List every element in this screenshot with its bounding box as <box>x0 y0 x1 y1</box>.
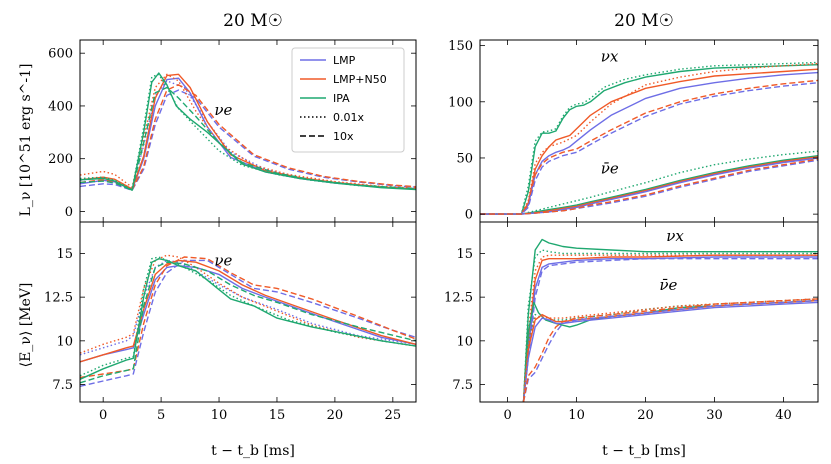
title-left: 20 M☉ <box>223 11 283 31</box>
series-lmp-n50-solid <box>522 254 818 402</box>
series-lmp-solid <box>522 301 818 402</box>
annotation-label: ν̄e <box>601 160 619 178</box>
series-group <box>480 61 818 215</box>
series-ipa-dotted <box>80 73 416 191</box>
series-ipa-solid <box>522 238 818 402</box>
ytick-label: 600 <box>48 47 73 62</box>
xtick-label: 15 <box>269 408 286 423</box>
series-ipa-solid <box>522 299 818 402</box>
annotation-label: νe <box>214 252 232 270</box>
ytick-label: 150 <box>448 39 473 54</box>
series-lmp-dashed <box>80 259 416 387</box>
ylabel-bottom: ⟨E_ν⟩ [MeV] <box>18 283 34 368</box>
series-ipa-dashed <box>80 261 416 384</box>
series-group <box>80 72 416 191</box>
xlabel-right: t − t_b [ms] <box>602 443 686 459</box>
title-right: 20 M☉ <box>614 11 674 31</box>
series-lmp-n50-dotted <box>80 73 416 189</box>
series-ipa-dotted <box>522 298 818 402</box>
series-lmp-dashed <box>522 299 818 402</box>
xtick-label: 10 <box>568 408 585 423</box>
series-lmp-solid <box>80 265 416 363</box>
series-ipa-dotted <box>522 249 818 402</box>
series-lmp-solid <box>480 71 818 215</box>
annotation-label: νx <box>666 227 684 245</box>
xlabel-left: t − t_b [ms] <box>211 443 295 459</box>
series-lmp-solid <box>480 157 818 215</box>
series-lmp-n50-dashed <box>80 84 416 191</box>
axes-frame <box>79 221 417 403</box>
xtick-label: 20 <box>637 408 654 423</box>
xtick-label: 40 <box>775 408 792 423</box>
ytick-label: 10 <box>56 334 73 349</box>
legend-box <box>291 47 405 153</box>
series-ipa-solid <box>80 258 416 380</box>
series-ipa-solid <box>480 155 818 215</box>
ytick-label: 0 <box>65 205 73 220</box>
ytick-label: 7.5 <box>52 378 73 393</box>
panel-luminosity-nux-anue: 0 50 100 150 νx ν̄e <box>448 39 819 223</box>
ytick-label: 50 <box>456 151 473 166</box>
xtick-label: 5 <box>157 408 165 423</box>
series-lmp-n50-dashed <box>480 158 818 215</box>
series-lmp-dotted <box>80 80 416 190</box>
ytick-label: 12.5 <box>444 291 473 306</box>
legend-label-1: LMP+N50 <box>333 73 387 86</box>
series-lmp-dotted <box>80 259 416 356</box>
annotation-label: ν̄e <box>659 276 677 294</box>
xtick-label: 30 <box>706 408 723 423</box>
series-lmp-n50-dashed <box>522 298 818 402</box>
series-group <box>80 254 416 387</box>
xtick-label: 0 <box>99 408 107 423</box>
panel-luminosity-nue: 0 200 400 600 νe <box>48 39 417 223</box>
ytick-label: 400 <box>48 99 73 114</box>
series-ipa-dashed <box>80 86 416 191</box>
series-ipa-solid <box>480 64 818 215</box>
series-lmp-solid <box>522 256 818 402</box>
series-group <box>522 238 818 402</box>
ytick-label: 0 <box>465 208 473 223</box>
xtick-label: 10 <box>211 408 228 423</box>
series-lmp-n50-dashed <box>480 79 818 215</box>
annotation-label: νe <box>214 101 232 119</box>
ytick-label: 12.5 <box>44 291 73 306</box>
series-lmp-n50-dotted <box>522 254 818 402</box>
panel-energy-nux-anue: 0 10 20 30 40 7.5 10 12.5 15 νx ν̄e <box>444 221 819 423</box>
series-lmp-dashed <box>522 258 818 402</box>
ytick-label: 15 <box>56 247 73 262</box>
ytick-label: 10 <box>456 334 473 349</box>
legend-label-2: IPA <box>333 92 350 105</box>
series-ipa-dotted <box>80 256 416 377</box>
xtick-label: 25 <box>385 408 402 423</box>
series-lmp-n50-dashed <box>80 256 416 379</box>
series-lmp-n50-solid <box>480 68 818 215</box>
legend: LMP LMP+N50 IPA 0.01x 10x <box>291 47 405 153</box>
series-lmp-n50-solid <box>522 299 818 402</box>
series-lmp-dashed <box>480 82 818 215</box>
series-lmp-n50-dotted <box>522 298 818 402</box>
ytick-label: 100 <box>448 95 473 110</box>
series-lmp-n50-solid <box>80 259 416 363</box>
xtick-label: 0 <box>503 408 511 423</box>
ytick-label: 15 <box>456 247 473 262</box>
ytick-label: 7.5 <box>452 378 473 393</box>
axes-frame <box>479 221 819 403</box>
xtick-label: 20 <box>327 408 344 423</box>
ylabel-top: L_ν [10^51 erg s^-1] <box>18 64 34 217</box>
ytick-label: 200 <box>48 152 73 167</box>
legend-label-3: 0.01x <box>333 111 364 124</box>
panel-energy-nue: 0 5 10 15 20 25 7.5 10 12.5 15 νe <box>44 221 417 423</box>
series-ipa-dotted <box>480 150 818 215</box>
legend-label-0: LMP <box>333 54 356 67</box>
annotation-label: νx <box>601 47 619 65</box>
legend-label-4: 10x <box>333 130 354 143</box>
